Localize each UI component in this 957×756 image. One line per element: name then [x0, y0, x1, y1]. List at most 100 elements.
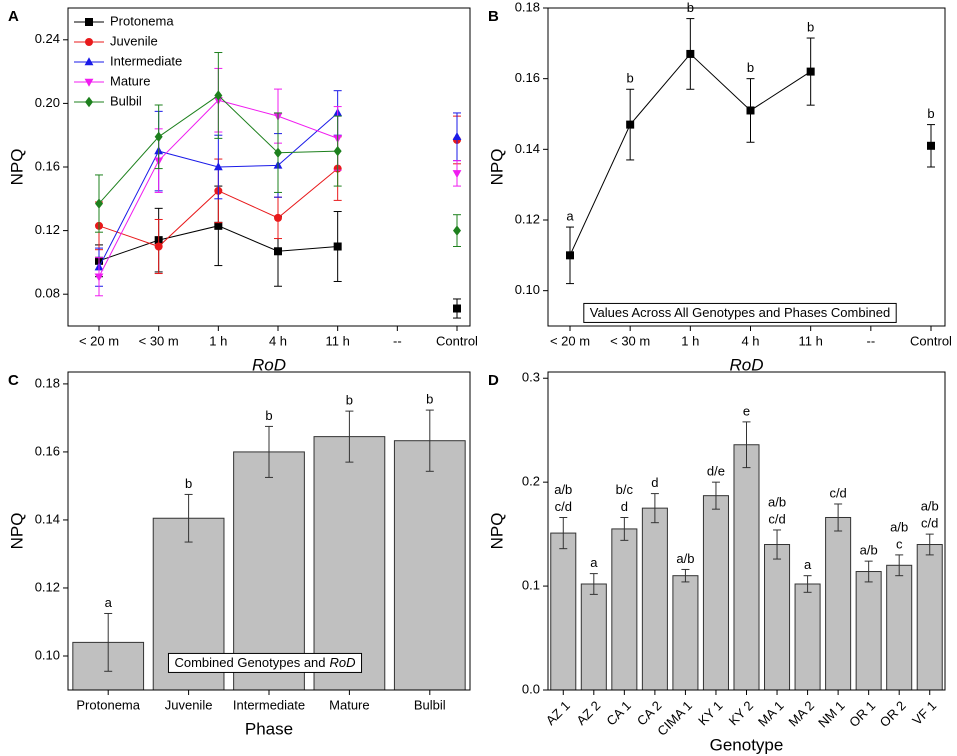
- significance-letter: d: [621, 499, 628, 514]
- data-point: [626, 120, 635, 129]
- x-tick-label: OR 2: [877, 698, 909, 730]
- x-tick-label: 1 h: [681, 333, 699, 348]
- panel-label: D: [488, 372, 499, 389]
- data-point: [214, 90, 223, 101]
- data-point: [154, 131, 163, 142]
- data-point: [746, 106, 755, 115]
- error-bar: [834, 503, 843, 532]
- x-axis-label: RoD: [729, 355, 763, 374]
- annotation-box: [583, 302, 897, 323]
- bar: [916, 544, 943, 691]
- x-tick-label: --: [866, 333, 875, 348]
- plot-frame: [67, 7, 471, 327]
- x-tick-label: Intermediate: [233, 697, 305, 712]
- significance-letter: c: [896, 536, 903, 551]
- x-tick-label: CIMA 1: [654, 698, 695, 739]
- bar: [313, 436, 386, 691]
- significance-letter: c/d: [921, 516, 938, 531]
- error-bar: [589, 573, 598, 595]
- legend-label: Intermediate: [110, 53, 182, 68]
- y-tick-label: 0.10: [515, 282, 540, 297]
- x-axis-label: Genotype: [710, 735, 784, 754]
- annotation-part: Values Across All Genotypes and Phases C…: [590, 305, 890, 320]
- x-tick-label: Mature: [329, 697, 369, 712]
- data-point: [927, 141, 935, 150]
- data-point: [95, 198, 103, 209]
- legend-marker: [85, 18, 93, 26]
- annotation-box: [167, 652, 363, 673]
- bar: [393, 440, 466, 691]
- significance-letter: c/d: [768, 511, 785, 526]
- bar: [672, 575, 699, 691]
- x-tick-label: 4 h: [741, 333, 759, 348]
- panel-label: B: [488, 8, 499, 25]
- bar: [641, 507, 668, 691]
- data-point: [566, 251, 574, 260]
- legend-marker: [85, 38, 93, 46]
- data-point: [452, 131, 462, 140]
- annotation-part: RoD: [330, 655, 356, 670]
- data-point: [94, 273, 104, 282]
- y-tick-label: 0.20: [35, 95, 60, 110]
- plot-frame: [547, 7, 946, 327]
- y-tick-label: 0.3: [522, 370, 540, 385]
- bar: [855, 571, 882, 691]
- error-bar: [681, 568, 690, 583]
- legend-marker: [84, 78, 94, 87]
- significance-letter: c/d: [829, 485, 846, 500]
- error-bar: [559, 516, 568, 550]
- data-point: [686, 49, 695, 58]
- y-tick-label: 0.18: [515, 0, 540, 14]
- data-point: [453, 225, 461, 236]
- y-tick-label: 0.16: [35, 158, 60, 173]
- significance-letter: d: [651, 475, 658, 490]
- significance-letter: b: [927, 106, 934, 121]
- significance-letter: a/b: [890, 519, 908, 534]
- x-tick-label: Bulbil: [414, 697, 446, 712]
- x-tick-label: 11 h: [798, 333, 822, 348]
- x-tick-label: --: [393, 333, 402, 348]
- significance-letter: a: [105, 595, 113, 610]
- x-tick-label: AZ 2: [573, 698, 603, 728]
- significance-letter: b: [426, 392, 433, 407]
- data-point: [213, 162, 223, 171]
- error-bar: [711, 481, 720, 510]
- plot-frame: [547, 371, 946, 691]
- y-axis-label: NPQ: [7, 513, 26, 550]
- error-bar: [265, 425, 273, 478]
- legend-label: Bulbil: [110, 93, 142, 108]
- x-axis-label: Phase: [245, 719, 293, 738]
- x-tick-label: KY 1: [695, 698, 725, 728]
- significance-letter: e: [743, 403, 750, 418]
- x-axis-label: RoD: [252, 355, 286, 374]
- legend-label: Mature: [110, 73, 150, 88]
- x-tick-label: Juvenile: [165, 697, 213, 712]
- y-tick-label: 0.14: [35, 511, 60, 526]
- y-tick-label: 0.16: [515, 70, 540, 85]
- plot-frame: [67, 371, 471, 691]
- data-point: [274, 213, 282, 222]
- x-tick-label: Protonema: [76, 697, 140, 712]
- significance-letter: a: [590, 555, 598, 570]
- y-tick-label: 0.12: [515, 211, 540, 226]
- y-tick-label: 0.1: [522, 578, 540, 593]
- y-tick-label: 0.2: [522, 474, 540, 489]
- error-bar: [803, 575, 812, 593]
- significance-letter: b/c: [616, 482, 634, 497]
- x-tick-label: KY 2: [726, 698, 756, 728]
- y-tick-label: 0.14: [515, 141, 540, 156]
- data-point: [333, 145, 342, 157]
- error-bar: [773, 529, 782, 560]
- x-tick-label: CA 1: [603, 698, 634, 729]
- legend-marker: [85, 96, 93, 108]
- bar: [764, 544, 791, 691]
- bar: [733, 444, 760, 691]
- annotation-part: Combined Genotypes and: [174, 655, 325, 670]
- y-tick-label: 0.18: [35, 375, 60, 390]
- significance-letter: b: [807, 19, 814, 34]
- bar: [825, 516, 852, 691]
- panel-label: C: [8, 372, 19, 389]
- error-bar: [104, 612, 113, 672]
- error-bar: [620, 516, 629, 541]
- bar: [550, 532, 577, 691]
